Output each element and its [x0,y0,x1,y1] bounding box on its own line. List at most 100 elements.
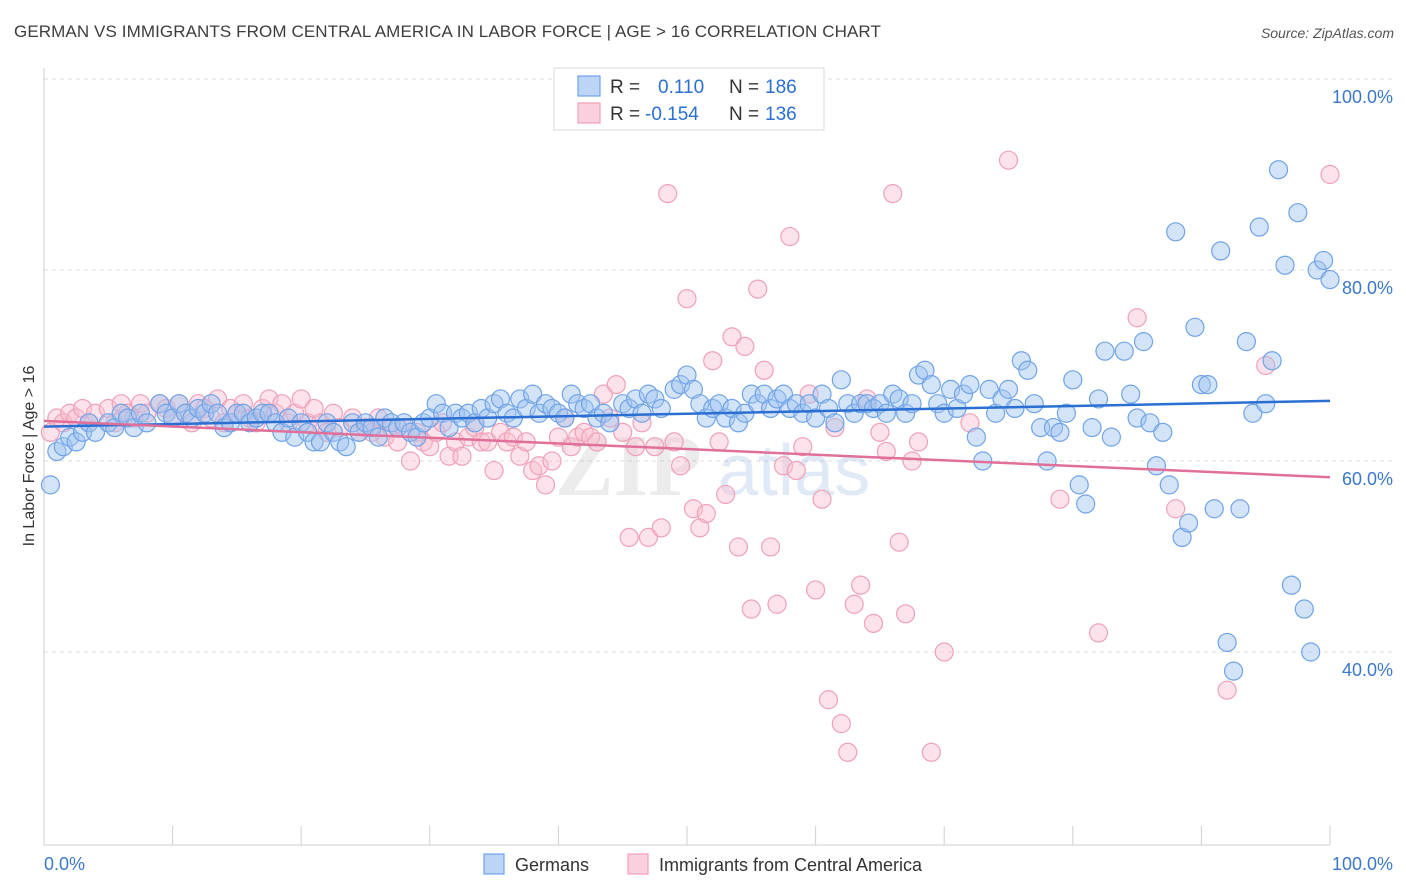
germans-point-0 [40,475,61,495]
immigrants-point-93 [658,184,678,204]
germans-point-113 [793,403,813,423]
immigrants-point-99 [696,503,716,524]
germans-point-170 [1166,222,1186,242]
germans-point-4 [66,432,86,452]
immigrants-point-86 [613,422,633,442]
immigrants-point-73 [529,456,549,476]
bottom-legend: Germans Immigrants from Central America [483,853,923,875]
germans-point-41 [317,413,337,433]
immigrants-point-110 [767,594,787,614]
immigrants-point-126 [870,422,890,442]
germans-point-151 [1037,451,1057,471]
chart-title: GERMAN VS IMMIGRANTS FROM CENTRAL AMERIC… [14,22,881,41]
germans-point-2 [53,437,73,457]
germans-point-85 [600,413,620,433]
germans-point-171 [1172,527,1192,548]
immigrants-point-37 [291,389,311,409]
germans-point-166 [1140,413,1160,433]
immigrants-point-125 [863,613,884,633]
immigrants-point-131 [902,451,922,471]
germans-point-194 [1320,269,1340,290]
immigrants-point-48 [368,408,388,428]
germans-point-156 [1069,475,1089,495]
germans-point-82 [580,394,601,414]
x-tick-label-min: 0.0% [44,854,85,874]
immigrants-point-44 [343,408,363,428]
y-tick-label-60: 60.0% [1342,469,1393,489]
legend-immigrants-r: -0.154 [645,104,699,125]
germans-point-46 [349,422,369,442]
immigrants-point-120 [831,714,851,734]
immigrants-point-5 [72,398,93,419]
germans-point-110 [773,384,794,404]
germans-point-147 [1011,351,1031,371]
germans-point-154 [1056,403,1076,423]
germans-point-58 [426,394,446,414]
germans-point-12 [124,417,144,438]
germans-point-185 [1262,351,1282,371]
legend-immigrants-n: 136 [765,104,797,125]
x-ticks [43,826,1331,845]
immigrants-point-78 [561,437,581,457]
bottom-legend-immigrants: Immigrants from Central America [659,855,923,875]
immigrants-point-135 [960,413,980,433]
immigrants-point-116 [805,580,826,600]
germans-point-167 [1146,456,1166,476]
germans-point-116 [812,384,832,404]
immigrants-point-107 [748,279,768,299]
germans-point-133 [921,375,941,395]
germans-point-176 [1204,499,1224,519]
immigrants-point-103 [722,327,742,347]
y-tick-labels: 40.0% 60.0% 80.0% 100.0% [1332,87,1393,680]
immigrants-point-61 [452,446,472,466]
germans-point-79 [561,384,581,404]
y-tick-label-100: 100.0% [1332,87,1393,107]
germans-point-87 [619,398,639,419]
immigrants-point-139 [1127,308,1147,328]
germans-point-183 [1249,217,1269,237]
immigrants-point-39 [304,398,324,419]
germans-point-161 [1101,427,1121,447]
immigrants-point-122 [844,594,864,614]
immigrants-point-8 [98,398,118,419]
germans-point-158 [1082,417,1102,438]
germans-point-169 [1159,475,1179,495]
immigrants-point-118 [818,690,839,710]
germans-point-115 [805,408,826,428]
germans-point-157 [1076,494,1096,514]
immigrants-point-82 [587,432,607,452]
immigrants-point-143 [1320,164,1340,185]
immigrants-point-90 [638,527,659,548]
immigrants-point-111 [773,456,794,476]
bottom-legend-swatch-germans [483,853,505,875]
immigrants-point-87 [619,527,639,548]
immigrants-point-85 [606,375,626,395]
immigrants-point-127 [876,441,896,462]
germans-point-11 [117,408,138,428]
immigrants-point-121 [838,742,858,762]
immigrants-point-92 [651,518,671,538]
germans-point-188 [1281,575,1302,595]
germans-point-73 [523,384,543,404]
germans-point-149 [1024,394,1044,414]
germans-point-178 [1217,632,1237,653]
germans-point-84 [593,403,614,423]
germans-point-15 [150,394,170,414]
germans-point-13 [130,403,151,423]
germans-point-186 [1268,160,1289,180]
legend-n-label-2: N = [729,104,759,125]
germans-point-71 [510,389,530,409]
germans-point-181 [1236,332,1257,352]
germans-point-180 [1230,499,1250,519]
germans-point-132 [915,360,935,380]
germans-point-164 [1127,408,1147,428]
germans-point-162 [1114,341,1134,361]
germans-point-155 [1063,370,1083,390]
germans-point-94 [670,375,691,395]
germans-point-159 [1088,389,1109,409]
germans-point-96 [683,379,704,399]
trend-lines [43,399,1331,479]
immigrants-point-97 [683,499,704,519]
germans-point-191 [1301,642,1321,662]
